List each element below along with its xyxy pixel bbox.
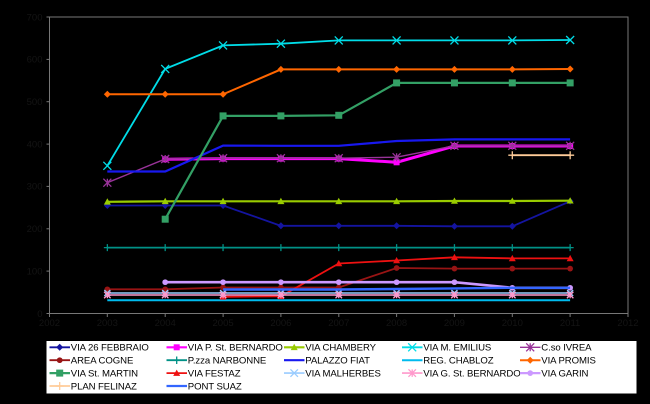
svg-text:2003: 2003	[97, 318, 118, 329]
svg-text:VIA PROMIS: VIA PROMIS	[541, 356, 595, 367]
svg-text:2004: 2004	[155, 318, 176, 329]
svg-text:600: 600	[27, 55, 43, 66]
svg-text:2006: 2006	[270, 318, 291, 329]
svg-text:2007: 2007	[328, 318, 349, 329]
svg-text:2010: 2010	[502, 318, 523, 329]
svg-text:P.zza NARBONNE: P.zza NARBONNE	[188, 356, 266, 367]
svg-text:VIA P. St. BERNARDO: VIA P. St. BERNARDO	[188, 343, 283, 354]
svg-text:VIA M. EMILIUS: VIA M. EMILIUS	[423, 343, 491, 354]
svg-text:2011: 2011	[560, 318, 580, 329]
svg-text:VIA 26 FEBBRAIO: VIA 26 FEBBRAIO	[71, 343, 149, 354]
svg-text:C.so IVREA: C.so IVREA	[541, 343, 592, 354]
svg-text:VIA GARIN: VIA GARIN	[541, 369, 588, 380]
svg-text:VIA St. MARTIN: VIA St. MARTIN	[71, 369, 138, 380]
svg-text:2005: 2005	[213, 318, 234, 329]
svg-text:2008: 2008	[386, 318, 407, 329]
svg-text:700: 700	[27, 12, 43, 23]
svg-text:PALAZZO FIAT: PALAZZO FIAT	[305, 356, 370, 367]
svg-text:VIA CHAMBERY: VIA CHAMBERY	[305, 343, 376, 354]
svg-text:100: 100	[27, 266, 43, 277]
svg-text:VIA MALHERBES: VIA MALHERBES	[305, 369, 380, 380]
svg-text:REG. CHABLOZ: REG. CHABLOZ	[423, 356, 493, 367]
svg-text:300: 300	[27, 182, 43, 193]
svg-text:500: 500	[27, 97, 43, 108]
svg-text:200: 200	[27, 224, 43, 235]
svg-text:PLAN FELINAZ: PLAN FELINAZ	[71, 381, 137, 392]
svg-text:AREA COGNE: AREA COGNE	[71, 356, 133, 367]
svg-text:VIA G. St. BERNARDO: VIA G. St. BERNARDO	[423, 369, 520, 380]
svg-text:PONT SUAZ: PONT SUAZ	[188, 381, 242, 392]
svg-text:2009: 2009	[444, 318, 465, 329]
svg-text:VIA FESTAZ: VIA FESTAZ	[188, 369, 241, 380]
svg-text:400: 400	[27, 139, 43, 150]
svg-text:2002: 2002	[39, 318, 60, 329]
svg-text:0: 0	[37, 309, 42, 320]
svg-text:2012: 2012	[617, 318, 638, 329]
